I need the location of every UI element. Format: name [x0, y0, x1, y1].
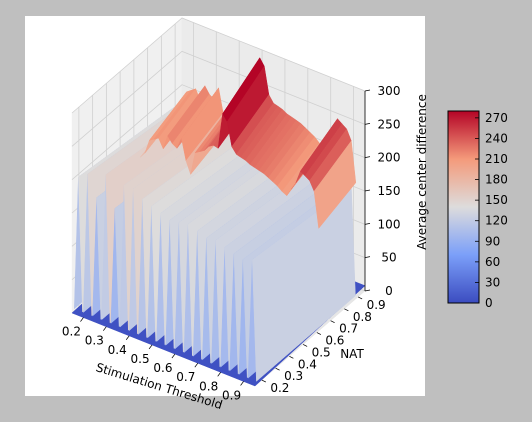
z-tick-label: 200	[378, 151, 401, 165]
colorbar-tick-label: 30	[485, 275, 500, 289]
y-tick	[316, 332, 322, 335]
colorbar-ticks: 0 30 60 90 120 150 180 210 240 270	[475, 111, 508, 310]
z-tick-label: 250	[378, 117, 401, 131]
z-tick	[364, 89, 371, 92]
y-tick-label: 0.7	[339, 322, 358, 336]
x-axis: 0.2 0.3 0.4 0.50.6 0.7 0.8 0.9	[62, 317, 244, 402]
z-axis-label: Average center difference	[415, 94, 429, 250]
colorbar-tick-label: 210	[485, 152, 508, 166]
surface-spikes	[74, 101, 356, 382]
z-tick	[364, 189, 371, 192]
x-tick-label: 0.5	[131, 352, 150, 366]
x-tick	[125, 335, 130, 341]
z-tick	[364, 289, 371, 292]
y-tick	[330, 320, 335, 324]
y-tick-label: 0.2	[270, 381, 289, 395]
z-tick	[364, 156, 371, 159]
y-tick-label: 0.4	[298, 357, 317, 371]
y-tick-label: 0.9	[367, 298, 386, 312]
z-tick-label: 150	[378, 184, 401, 198]
z-gridline	[71, 17, 366, 114]
surface-ridge	[140, 57, 357, 230]
z-tick	[364, 256, 371, 259]
colorbar-tick-label: 270	[485, 111, 508, 125]
z-gridline	[71, 50, 366, 147]
colorbar	[447, 110, 480, 304]
y-tick	[261, 379, 267, 383]
colorbar-tick-label: 0	[485, 296, 493, 310]
colorbar-tick-label: 180	[485, 173, 508, 187]
y-axis: 0.20.30.40.50.60.70.80.9	[261, 296, 386, 395]
y-tick-label: 0.8	[353, 310, 372, 324]
z-axis: 0 50 100 150 200 250 300	[364, 84, 401, 298]
colorbar-tick-label: 150	[485, 193, 508, 207]
y-tick-label: 0.6	[325, 334, 344, 348]
x-tick-label: 0.7	[176, 370, 195, 384]
colorbar-tick-label: 90	[485, 234, 500, 248]
x-tick-label: 0.8	[199, 379, 218, 393]
z-tick-label: 300	[378, 84, 401, 98]
x-tick	[148, 344, 153, 350]
x-tick-label: 0.2	[62, 325, 81, 339]
x-tick	[80, 317, 84, 322]
y-tick-label: 0.3	[284, 369, 303, 383]
y-axis-label: NAT	[340, 347, 364, 361]
z-tick	[364, 222, 371, 225]
x-tick	[171, 353, 176, 359]
x-tick	[240, 381, 244, 386]
y-tick	[357, 296, 363, 300]
x-tick-label: 0.3	[85, 334, 104, 348]
colorbar-tick-label: 240	[485, 131, 508, 145]
x-tick	[194, 362, 199, 368]
x-tick	[102, 326, 107, 331]
x-tick-label: 0.6	[153, 361, 172, 375]
z-tick-label: 50	[381, 251, 396, 265]
ridge-facet	[313, 140, 357, 230]
x-tick-label: 0.4	[108, 343, 127, 357]
y-tick	[289, 355, 294, 359]
z-tick-label: 100	[378, 217, 401, 231]
z-tick	[364, 122, 371, 125]
y-tick	[302, 344, 308, 347]
y-tick-label: 0.5	[312, 345, 331, 359]
x-tick-label: 0.9	[222, 388, 241, 402]
colorbar-tick-label: 60	[485, 255, 500, 269]
y-tick	[275, 367, 280, 371]
z-tick-label: 0	[385, 284, 393, 298]
x-tick	[217, 372, 222, 377]
colorbar-tick-label: 120	[485, 214, 508, 228]
y-tick	[344, 308, 349, 312]
